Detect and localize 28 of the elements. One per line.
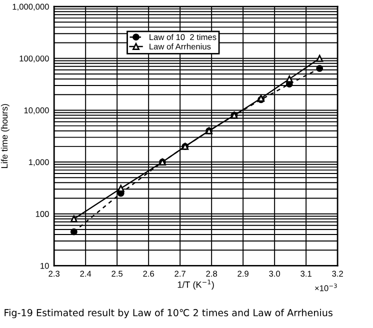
point [70,215,78,222]
y-tick-label: 1,000,000 [12,4,49,11]
point [316,64,324,72]
x-tick-label: 2.3 [48,270,60,277]
x-tick-label: 2.8 [206,270,218,277]
point [316,54,324,62]
point [70,228,78,236]
point [117,184,124,192]
text: Fig-19 Estimated result by Law of 10℃ 2 times and Law of Arrhenius [4,308,332,318]
y-axis-title: Life time (hours) [0,104,10,168]
x-tick-label: 3.1 [300,270,312,277]
y-tick-label: 1,000 [29,159,49,166]
x-tick-label: 2.9 [238,270,248,277]
text: ×10$^{−3}$ [315,284,337,292]
point [286,76,293,82]
y-tick-label: 10 [40,262,49,269]
x-tick-label: 3.2 [332,270,343,277]
legend-label: Law of Arrhenius [150,43,211,50]
x-tick-label: 2.4 [80,270,92,277]
x-axis-title: 1/T (K$^{−1}$) [178,280,214,290]
y-tick-label: 100,000 [20,56,49,62]
x-tick-label: 2.6 [143,270,154,277]
legend-label: Law of 10 2 times [150,34,216,40]
y-tick-label: 10,000 [24,107,49,114]
x-tick-label: 3.0 [269,270,280,277]
x-tick-label: 2.5 [112,270,123,277]
y-tick-label: 100 [36,211,49,217]
x-tick-label: 2.7 [174,270,186,277]
